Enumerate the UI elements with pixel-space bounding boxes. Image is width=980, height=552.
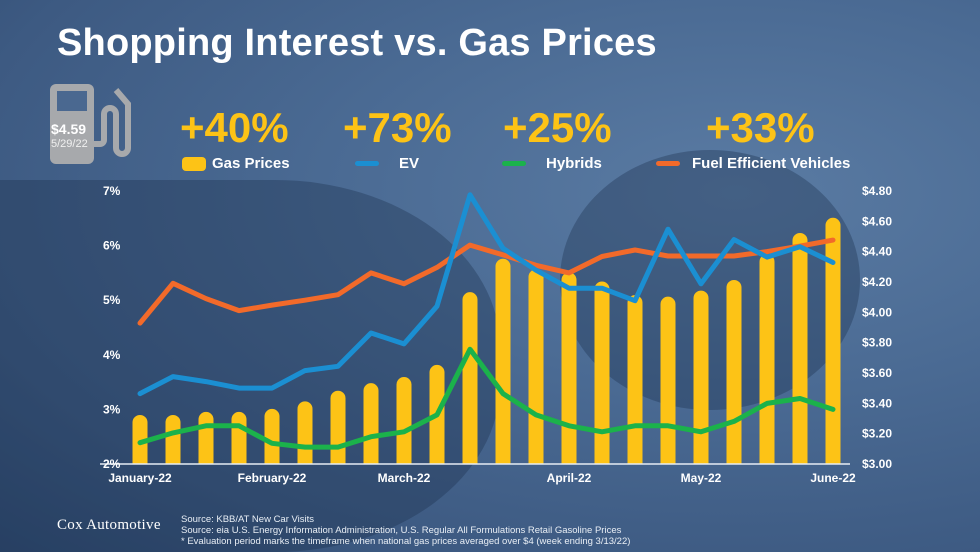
y-left-tick-label: 7%: [103, 184, 121, 198]
gas-price-bar: [561, 272, 577, 464]
y-right-tick-label: $4.20: [862, 275, 892, 289]
gas-price-bar: [825, 217, 841, 464]
y-left-tick-label: 2%: [103, 457, 121, 471]
legend-swatch-bar: [182, 156, 206, 171]
legend-swatch-line: [502, 161, 526, 166]
gas-price-bar: [495, 258, 511, 464]
legend-label: Gas Prices: [212, 155, 290, 172]
x-tick-label: March-22: [378, 471, 431, 485]
legend-swatch-line: [656, 161, 680, 166]
y-left-tick-label: 4%: [103, 348, 121, 362]
gas-price-bar: [792, 232, 808, 464]
background-car-shape: [560, 150, 860, 410]
y-right-tick-label: $4.40: [862, 245, 892, 259]
series-line-hybrids: [137, 346, 836, 450]
gas-price-bar: [231, 411, 247, 464]
series-line-fuel-efficient-vehicles: [137, 237, 836, 326]
y-right-tick-label: $3.20: [862, 427, 892, 441]
gas-price-bar: [165, 414, 181, 464]
x-tick-label: April-22: [547, 471, 592, 485]
source-note: Source: eia U.S. Energy Information Admi…: [181, 525, 622, 536]
cox-automotive-logo: Cox Automotive: [57, 517, 161, 533]
y-left-tick-label: 5%: [103, 293, 121, 307]
x-tick-label: June-22: [810, 471, 856, 485]
gas-price-bar: [396, 377, 412, 464]
footnote: * Evaluation period marks the timeframe …: [181, 536, 631, 547]
y-right-tick-label: $3.00: [862, 457, 892, 471]
stat-gas-prices: +40%: [180, 104, 289, 151]
gas-price-bar: [363, 383, 379, 464]
legend-hybrids: Hybrids: [502, 155, 602, 172]
gas-price-bar: [660, 296, 676, 464]
y-right-tick-label: $4.80: [862, 184, 892, 198]
background-car-shape: [0, 180, 500, 552]
gas-price-bar: [330, 390, 346, 464]
legend-label: Fuel Efficient Vehicles: [692, 155, 851, 172]
gas-price-bar: [726, 279, 742, 464]
gas-price-bar: [627, 295, 643, 464]
gas-price-bar: [462, 292, 478, 464]
gas-price-bar: [759, 254, 775, 464]
current-gas-price-date: 5/29/22: [51, 138, 88, 150]
y-left-tick-label: 3%: [103, 402, 121, 416]
x-tick-label: January-22: [108, 471, 172, 485]
legend-label: EV: [399, 155, 420, 172]
legend-swatch-line: [355, 161, 379, 166]
current-gas-price: $4.59: [51, 121, 87, 137]
y-left-tick-label: 6%: [103, 239, 121, 253]
legend-gas-prices: Gas Prices: [182, 155, 290, 172]
y-right-tick-label: $4.60: [862, 214, 892, 228]
page-title: Shopping Interest vs. Gas Prices: [57, 22, 657, 64]
gas-price-bar: [198, 411, 214, 464]
series-line-ev: [137, 192, 836, 397]
legend-fuel-efficient: Fuel Efficient Vehicles: [656, 155, 850, 172]
gas-price-bar: [264, 408, 280, 464]
y-right-tick-label: $3.40: [862, 396, 892, 410]
gas-price-bar: [528, 269, 544, 464]
y-right-tick-label: $4.00: [862, 305, 892, 319]
stat-ev: +73%: [343, 104, 452, 151]
stat-fuel-efficient: +33%: [706, 104, 815, 151]
gas-price-bar: [594, 281, 610, 464]
gas-pump-icon: [50, 84, 131, 164]
legend-ev: EV: [355, 155, 419, 172]
chart: 2% 3% 4% 5% 6% 7% $3.00 $3.20 $3.40 $3.60 $3.80 $4.…: [100, 184, 892, 485]
y-right-tick-label: $3.80: [862, 336, 892, 350]
y-right-tick-label: $3.60: [862, 366, 892, 380]
gas-price-bar: [693, 290, 709, 464]
stat-hybrids: +25%: [503, 104, 612, 151]
gas-price-bar: [132, 414, 148, 464]
x-tick-label: February-22: [238, 471, 307, 485]
source-note: Source: KBB/AT New Car Visits: [181, 514, 315, 525]
x-tick-label: May-22: [681, 471, 722, 485]
legend-label: Hybrids: [546, 155, 602, 172]
gas-price-bar: [297, 401, 313, 464]
